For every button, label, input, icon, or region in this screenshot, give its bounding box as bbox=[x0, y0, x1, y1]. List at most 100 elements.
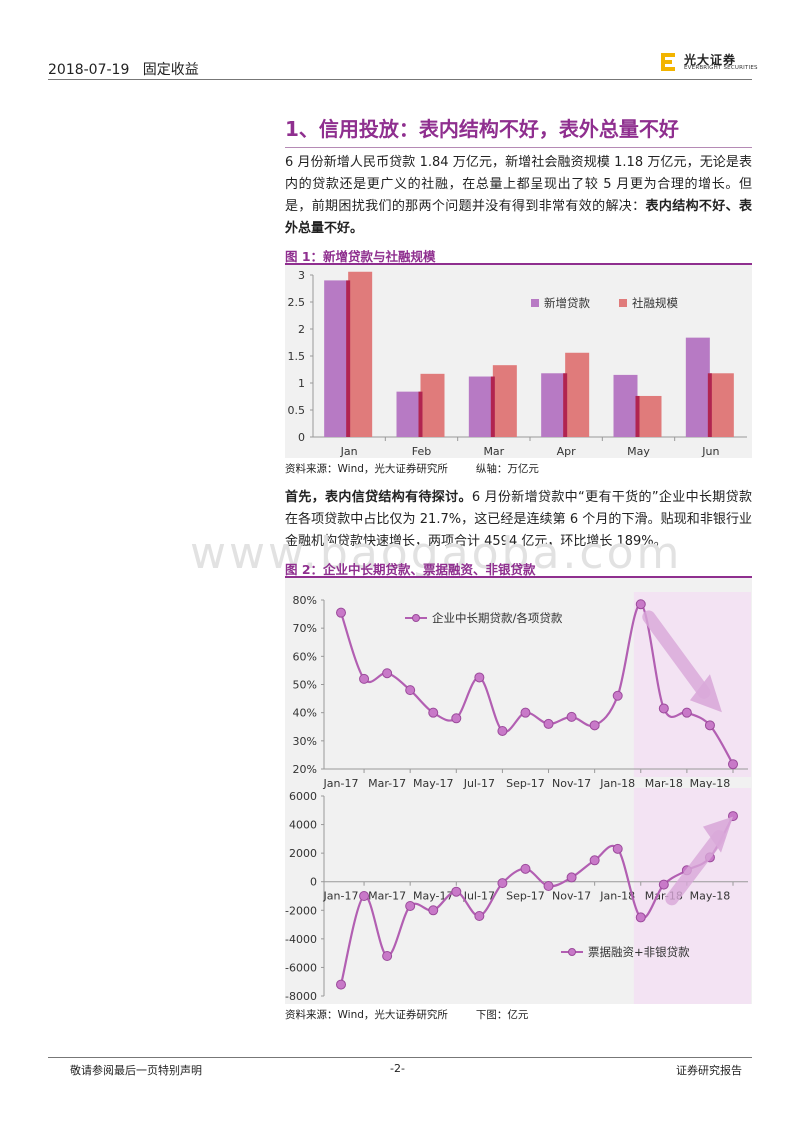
bill-nonbank-data-point bbox=[382, 951, 393, 961]
bill-nonbank-data-point bbox=[589, 855, 600, 866]
loan-share-data-point bbox=[428, 707, 439, 718]
figure-1-title-rule bbox=[285, 263, 752, 265]
y-tick-label: 0 bbox=[310, 876, 317, 889]
loan-share-data-point bbox=[658, 703, 669, 714]
x-tick-label: Feb bbox=[412, 445, 431, 458]
x-tick-label: Jul-17 bbox=[463, 777, 495, 790]
brand-logo: 光大证券 EVERBRIGHT SECURITIES bbox=[660, 50, 760, 76]
x-tick-label: Sep-17 bbox=[506, 777, 545, 790]
loan-share-data-point bbox=[497, 725, 508, 736]
loan-share-data-point bbox=[589, 720, 600, 731]
x-tick-label: May-18 bbox=[690, 777, 731, 790]
y-tick-label: -8000 bbox=[285, 990, 317, 1003]
bar-overlap-divider bbox=[563, 373, 568, 437]
bar-new-loans bbox=[324, 280, 349, 437]
loan-share-data-point bbox=[336, 607, 346, 618]
legend-label: 社融规模 bbox=[632, 296, 678, 310]
loan-share-data-point bbox=[451, 713, 462, 724]
y-tick-label: 20% bbox=[293, 763, 317, 776]
x-tick-label: Jan-17 bbox=[323, 777, 359, 790]
legend-swatch bbox=[619, 299, 627, 307]
bar-overlap-divider bbox=[490, 376, 495, 437]
paragraph-1-text: 6 月份新增人民币贷款 1.84 万亿元，新增社会融资规模 1.18 万亿元，无… bbox=[285, 155, 752, 214]
logo-mark-icon bbox=[660, 52, 678, 72]
y-tick-label: 0.5 bbox=[288, 404, 306, 417]
y-tick-label: 3 bbox=[298, 269, 305, 282]
line-charts-loan-structure: 20% 30% 40% 50% 60% 70% 80% Jan-17 Mar-17 May-17 J… bbox=[285, 592, 751, 1004]
y-tick-label: 6000 bbox=[289, 790, 317, 803]
loan-share-data-point bbox=[612, 690, 623, 701]
y-tick-label: -6000 bbox=[285, 961, 317, 974]
x-tick-label: Nov-17 bbox=[552, 777, 591, 790]
bar-social-financing bbox=[565, 352, 590, 437]
loan-share-data-point bbox=[635, 599, 646, 610]
paragraph-1-emphasis: 表内结构不好、表外总量不好。 bbox=[285, 199, 752, 236]
bill-nonbank-data-point bbox=[405, 901, 416, 911]
bar-overlap-divider bbox=[635, 395, 640, 437]
y-tick-label: 1.5 bbox=[288, 350, 306, 363]
y-tick-label: 50% bbox=[293, 679, 317, 692]
y-tick-label: 40% bbox=[293, 707, 317, 720]
loan-share-data-point bbox=[405, 685, 416, 696]
paragraph-1: 6 月份新增人民币贷款 1.84 万亿元，新增社会融资规模 1.18 万亿元，无… bbox=[285, 152, 752, 240]
loan-share-data-point bbox=[566, 711, 577, 722]
legend-label: 票据融资+非银贷款 bbox=[588, 945, 690, 959]
loan-share-data-point bbox=[681, 707, 692, 718]
paragraph-2: 首先，表内信贷结构有待探讨。6 月份新增贷款中“更有干货的”企业中长期贷款在各项… bbox=[285, 487, 752, 553]
x-tick-label: May-17 bbox=[413, 777, 454, 790]
x-tick-label: Jan-18 bbox=[599, 890, 635, 903]
loan-share-data-point bbox=[728, 759, 738, 770]
x-tick-label: Mar-18 bbox=[645, 777, 683, 790]
report-date-category: 2018-07-19 固定收益 bbox=[48, 59, 199, 79]
footer-disclaimer: 敬请参阅最后一页特别声明 bbox=[70, 1064, 202, 1077]
bill-nonbank-data-point bbox=[474, 911, 485, 921]
figure-2-unit-note: 下图：亿元 bbox=[475, 1009, 529, 1021]
figure-2-source: 资料来源：Wind，光大证券研究所 下图：亿元 bbox=[285, 1007, 528, 1022]
paragraph-2-text: 6 月份新增贷款中“更有干货的”企业中长期贷款在各项贷款中占比仅为 21.7%，… bbox=[285, 490, 752, 549]
bill-nonbank-data-point bbox=[612, 843, 623, 854]
bill-nonbank-data-point bbox=[359, 891, 370, 901]
y-tick-label: 30% bbox=[293, 735, 317, 748]
report-date: 2018-07-19 bbox=[48, 62, 130, 78]
section-title: 1、信用投放：表内结构不好，表外总量不好 bbox=[285, 117, 679, 141]
legend-label: 企业中长期贷款/各项贷款 bbox=[432, 611, 563, 625]
x-tick-label: Jan-18 bbox=[599, 777, 635, 790]
legend-swatch bbox=[531, 299, 539, 307]
x-tick-label: Jan-17 bbox=[323, 890, 359, 903]
loan-share-data-point bbox=[543, 718, 554, 729]
bar-social-financing bbox=[637, 395, 662, 437]
x-tick-label: May-17 bbox=[413, 890, 454, 903]
y-tick-label: 70% bbox=[293, 622, 317, 635]
watermark: www.baogaoba.com bbox=[190, 528, 683, 579]
figure-2-chart-area: 20% 30% 40% 50% 60% 70% 80% Jan-17 Mar-17 May-17 J… bbox=[285, 578, 752, 1004]
y-tick-label: 2.5 bbox=[288, 296, 306, 309]
y-tick-label: 60% bbox=[293, 650, 317, 663]
x-tick-label: Sep-17 bbox=[506, 890, 545, 903]
figure-1-source-text: 资料来源：Wind，光大证券研究所 bbox=[285, 463, 448, 475]
figure-1-unit-note: 纵轴：万亿元 bbox=[475, 463, 539, 475]
bar-overlap-divider bbox=[346, 280, 351, 437]
loan-share-data-point bbox=[704, 720, 715, 731]
bill-nonbank-data-point bbox=[566, 872, 577, 883]
figure-2-title-rule bbox=[285, 576, 752, 578]
paragraph-2-emphasis: 首先，表内信贷结构有待探讨。 bbox=[285, 490, 472, 505]
footer-divider bbox=[48, 1057, 752, 1058]
legend-marker bbox=[568, 948, 576, 956]
figure-1-source: 资料来源：Wind，光大证券研究所 纵轴：万亿元 bbox=[285, 461, 539, 476]
bill-nonbank-data-point bbox=[635, 912, 646, 923]
x-tick-label: Apr bbox=[557, 445, 577, 458]
x-tick-label: Jul-17 bbox=[463, 890, 495, 903]
trend-arrow-down-shaft bbox=[642, 610, 711, 699]
bill-nonbank-data-point bbox=[451, 886, 462, 897]
y-tick-label: 2000 bbox=[289, 847, 317, 860]
bill-nonbank-data-point bbox=[543, 881, 554, 891]
bar-social-financing bbox=[420, 373, 445, 437]
bar-social-financing bbox=[709, 373, 734, 437]
y-tick-label: 2 bbox=[298, 323, 305, 336]
bar-new-loans bbox=[541, 373, 566, 437]
loan-share-data-point bbox=[382, 668, 393, 679]
logo-text: 光大证券 bbox=[684, 53, 737, 67]
y-tick-label: 1 bbox=[298, 377, 305, 390]
legend-label: 新增贷款 bbox=[544, 296, 590, 310]
x-tick-label: May bbox=[627, 445, 650, 458]
